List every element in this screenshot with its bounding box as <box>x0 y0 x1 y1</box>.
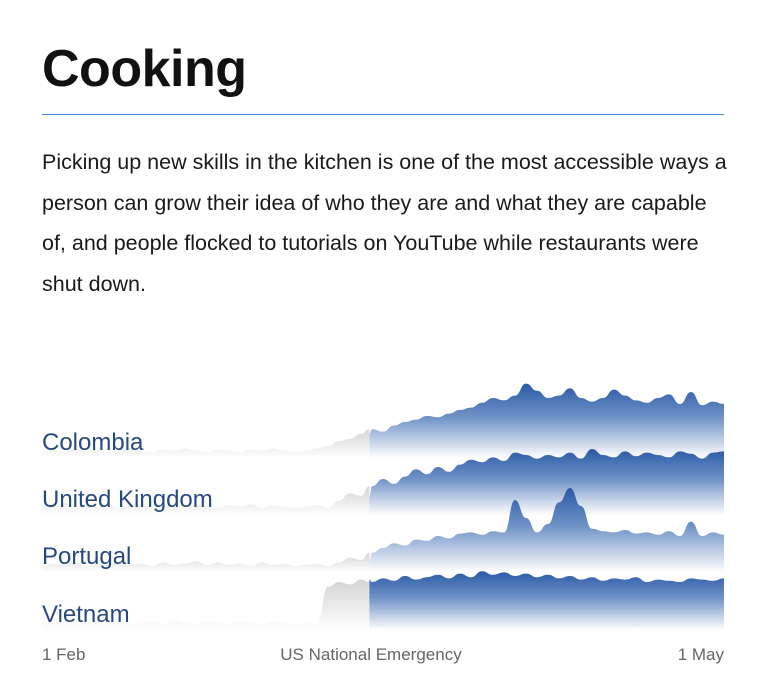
ridge-post-portugal <box>369 488 724 572</box>
x-start-label: 1 Feb <box>42 645 85 664</box>
ridge-pre-vietnam <box>42 579 370 630</box>
page-title: Cooking <box>42 40 247 98</box>
ridge-pre-united-kingdom <box>42 486 370 515</box>
ridge-post-united-kingdom <box>369 449 724 515</box>
title-divider <box>42 114 724 115</box>
page-description: Picking up new skills in the kitchen is … <box>42 150 727 296</box>
x-end-label: 1 May <box>678 645 725 664</box>
series-label-colombia: Colombia <box>42 429 144 456</box>
ridge-pre-colombia <box>42 429 370 458</box>
ridge-pre-portugal <box>42 552 370 572</box>
ridge-post-colombia <box>369 383 724 458</box>
series-label-united-kingdom: United Kingdom <box>42 486 213 513</box>
series-label-portugal: Portugal <box>42 543 131 570</box>
series-label-vietnam: Vietnam <box>42 601 130 628</box>
ridge-post-vietnam <box>369 571 724 630</box>
x-event-label: US National Emergency <box>280 645 462 664</box>
